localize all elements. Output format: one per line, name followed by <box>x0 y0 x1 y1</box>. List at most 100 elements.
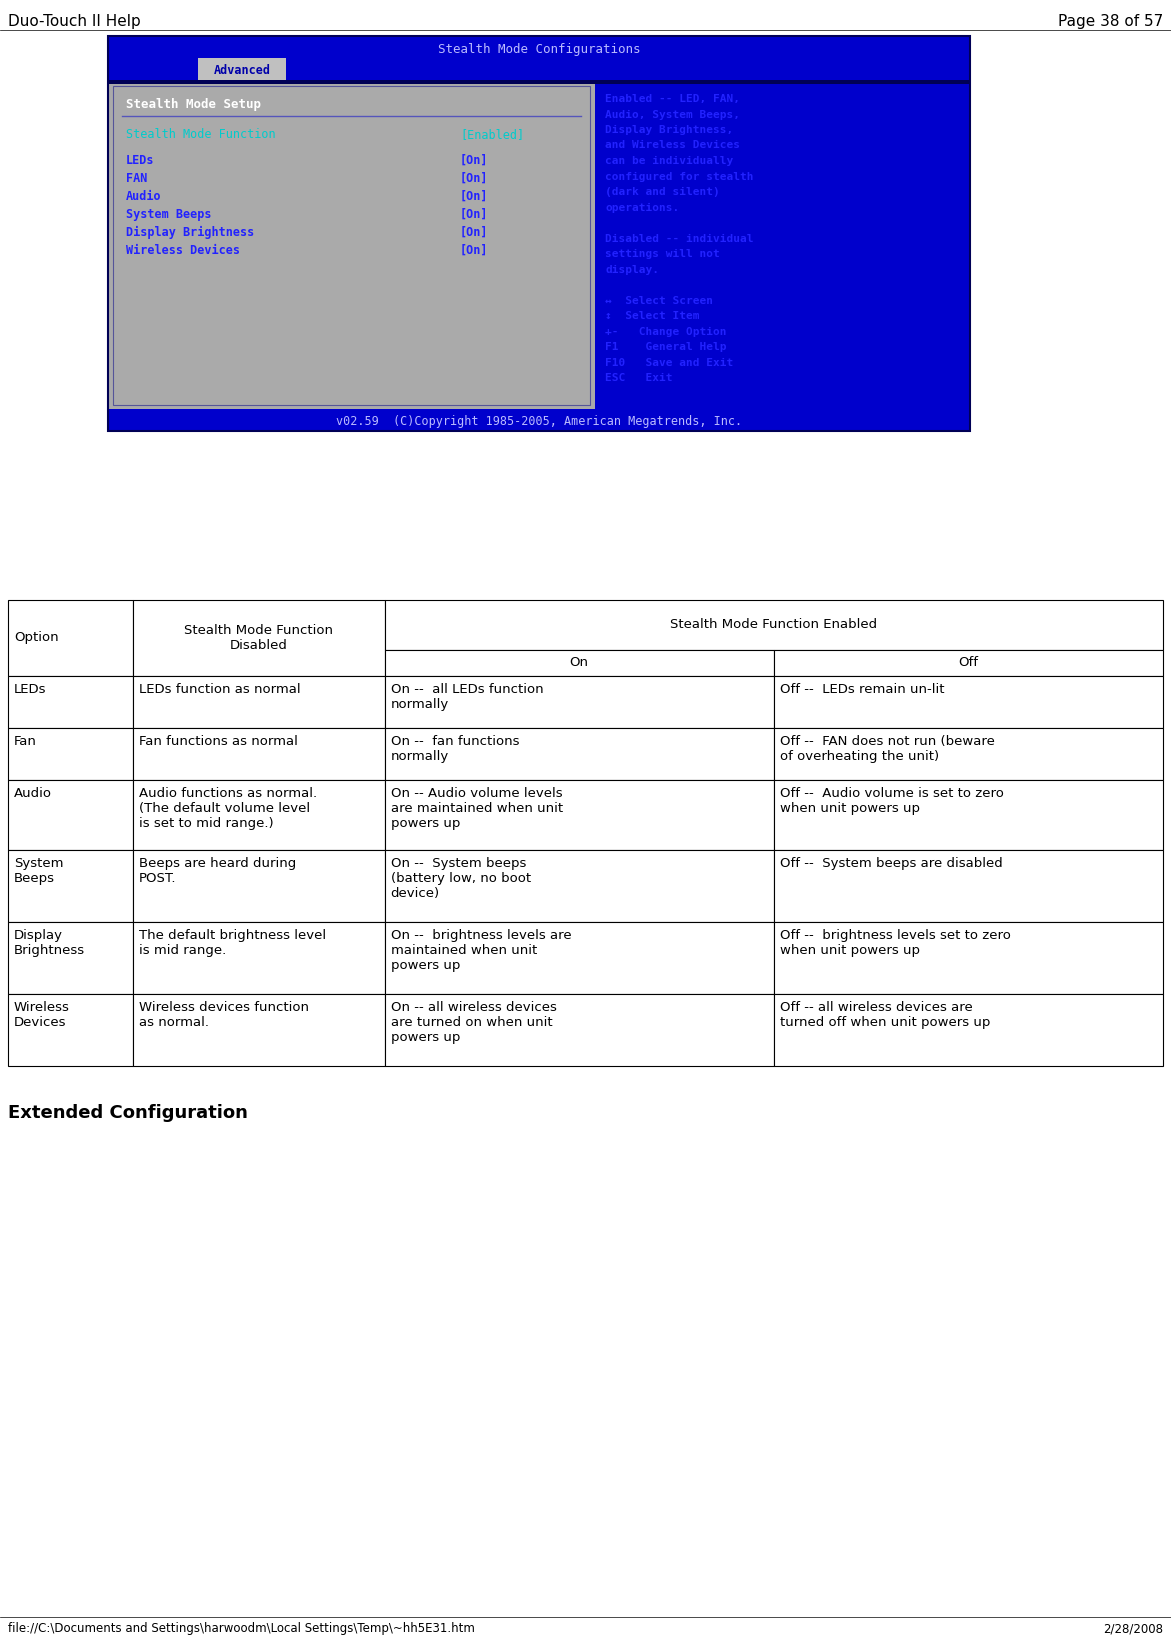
Bar <box>384 921 774 994</box>
Bar <box>108 84 595 410</box>
Bar <box>8 600 132 676</box>
Text: 2/28/2008: 2/28/2008 <box>1103 1622 1163 1635</box>
Bar <box>774 994 1163 1066</box>
Text: [On]: [On] <box>460 207 488 220</box>
Text: Extended Configuration: Extended Configuration <box>8 1104 248 1122</box>
Text: Wireless Devices: Wireless Devices <box>126 243 240 257</box>
Text: Wireless
Devices: Wireless Devices <box>14 1002 70 1030</box>
Bar <box>384 729 774 780</box>
Text: LEDs: LEDs <box>14 683 47 696</box>
Text: [On]: [On] <box>460 243 488 257</box>
Text: Audio functions as normal.
(The default volume level
is set to mid range.): Audio functions as normal. (The default … <box>138 786 317 831</box>
Text: F1    General Help: F1 General Help <box>605 342 726 352</box>
Text: Display Brightness,: Display Brightness, <box>605 125 733 135</box>
Text: Display Brightness: Display Brightness <box>126 225 254 239</box>
Text: [On]: [On] <box>460 225 488 239</box>
Text: ↔  Select Screen: ↔ Select Screen <box>605 296 713 306</box>
Bar <box>384 650 774 676</box>
Bar <box>132 850 384 921</box>
Text: Wireless devices function
as normal.: Wireless devices function as normal. <box>138 1002 309 1030</box>
Text: Advanced: Advanced <box>213 64 271 77</box>
Bar <box>132 729 384 780</box>
Bar <box>8 994 132 1066</box>
Text: System
Beeps: System Beeps <box>14 857 63 885</box>
Text: On -- all wireless devices
are turned on when unit
powers up: On -- all wireless devices are turned on… <box>391 1002 556 1045</box>
Bar <box>108 410 970 431</box>
Text: [On]: [On] <box>460 155 488 168</box>
Bar <box>8 729 132 780</box>
Text: Enabled -- LED, FAN,: Enabled -- LED, FAN, <box>605 94 740 104</box>
Text: Disabled -- individual: Disabled -- individual <box>605 234 753 243</box>
Text: On --  brightness levels are
maintained when unit
powers up: On -- brightness levels are maintained w… <box>391 929 571 972</box>
Bar <box>112 86 590 405</box>
Text: Duo-Touch II Help: Duo-Touch II Help <box>8 15 141 30</box>
Bar <box>108 81 970 84</box>
Bar <box>8 780 132 850</box>
Text: v02.59  (C)Copyright 1985-2005, American Megatrends, Inc.: v02.59 (C)Copyright 1985-2005, American … <box>336 415 742 428</box>
Text: F10   Save and Exit: F10 Save and Exit <box>605 357 733 367</box>
Bar <box>384 850 774 921</box>
Bar <box>8 676 132 729</box>
Bar <box>384 780 774 850</box>
Text: Stealth Mode Setup: Stealth Mode Setup <box>126 99 261 110</box>
Text: operations.: operations. <box>605 202 679 212</box>
Text: Off: Off <box>958 656 979 670</box>
Text: Fan: Fan <box>14 735 36 748</box>
Text: Stealth Mode Function
Disabled: Stealth Mode Function Disabled <box>184 623 333 651</box>
Bar <box>774 780 1163 850</box>
Text: and Wireless Devices: and Wireless Devices <box>605 140 740 150</box>
Text: On: On <box>569 656 589 670</box>
Text: Stealth Mode Configurations: Stealth Mode Configurations <box>438 43 641 56</box>
Text: Audio, System Beeps,: Audio, System Beeps, <box>605 110 740 120</box>
Bar <box>774 921 1163 994</box>
Text: [On]: [On] <box>460 191 488 202</box>
Text: Audio: Audio <box>126 191 162 202</box>
Text: LEDs function as normal: LEDs function as normal <box>138 683 301 696</box>
Bar <box>774 650 1163 676</box>
Text: Off -- all wireless devices are
turned off when unit powers up: Off -- all wireless devices are turned o… <box>780 1002 991 1030</box>
Bar <box>774 729 1163 780</box>
Text: Beeps are heard during
POST.: Beeps are heard during POST. <box>138 857 296 885</box>
Text: display.: display. <box>605 265 659 275</box>
Text: FAN: FAN <box>126 173 148 184</box>
Bar <box>132 921 384 994</box>
Text: Off --  System beeps are disabled: Off -- System beeps are disabled <box>780 857 1002 870</box>
Bar <box>384 600 1163 650</box>
Bar <box>132 994 384 1066</box>
Bar <box>384 676 774 729</box>
Text: On --  System beeps
(battery low, no boot
device): On -- System beeps (battery low, no boot… <box>391 857 530 900</box>
Text: System Beeps: System Beeps <box>126 207 212 220</box>
Text: Off --  LEDs remain un-lit: Off -- LEDs remain un-lit <box>780 683 944 696</box>
Text: Stealth Mode Function: Stealth Mode Function <box>126 128 275 141</box>
Text: Stealth Mode Function Enabled: Stealth Mode Function Enabled <box>670 619 877 632</box>
Text: [On]: [On] <box>460 173 488 184</box>
Bar <box>774 676 1163 729</box>
Text: Page 38 of 57: Page 38 of 57 <box>1057 15 1163 30</box>
Text: file://C:\Documents and Settings\harwoodm\Local Settings\Temp\~hh5E31.htm: file://C:\Documents and Settings\harwood… <box>8 1622 475 1635</box>
Text: ↕  Select Item: ↕ Select Item <box>605 311 699 321</box>
Text: Off --  FAN does not run (beware
of overheating the unit): Off -- FAN does not run (beware of overh… <box>780 735 994 763</box>
Bar <box>108 36 970 431</box>
Text: +-   Change Option: +- Change Option <box>605 326 726 337</box>
Text: Fan functions as normal: Fan functions as normal <box>138 735 297 748</box>
Bar <box>108 36 970 431</box>
Bar <box>8 850 132 921</box>
Bar <box>384 994 774 1066</box>
Text: Audio: Audio <box>14 786 52 799</box>
Text: configured for stealth: configured for stealth <box>605 171 753 181</box>
Bar <box>774 850 1163 921</box>
Text: On --  all LEDs function
normally: On -- all LEDs function normally <box>391 683 543 711</box>
Bar <box>132 780 384 850</box>
Bar <box>198 58 286 81</box>
Text: The default brightness level
is mid range.: The default brightness level is mid rang… <box>138 929 326 957</box>
Text: Off --  brightness levels set to zero
when unit powers up: Off -- brightness levels set to zero whe… <box>780 929 1011 957</box>
Text: ESC   Exit: ESC Exit <box>605 373 672 383</box>
Text: [Enabled]: [Enabled] <box>460 128 525 141</box>
Text: On -- Audio volume levels
are maintained when unit
powers up: On -- Audio volume levels are maintained… <box>391 786 562 831</box>
Text: (dark and silent): (dark and silent) <box>605 188 720 197</box>
Bar <box>132 676 384 729</box>
Text: can be individually: can be individually <box>605 156 733 166</box>
Bar <box>8 921 132 994</box>
Text: settings will not: settings will not <box>605 248 720 258</box>
Text: Off --  Audio volume is set to zero
when unit powers up: Off -- Audio volume is set to zero when … <box>780 786 1004 814</box>
